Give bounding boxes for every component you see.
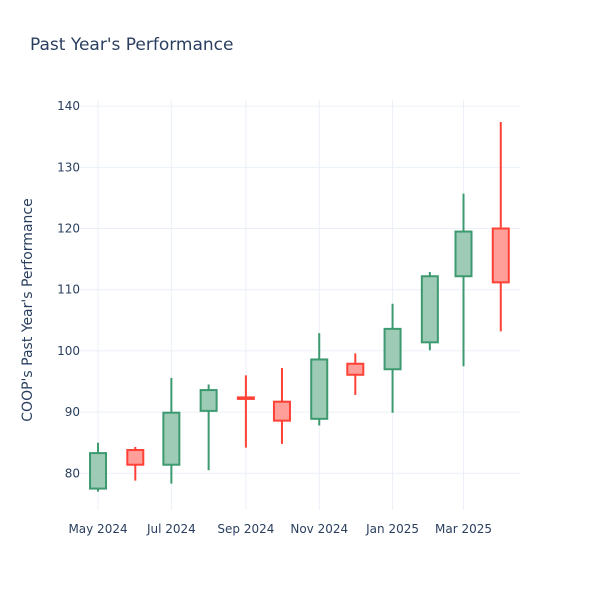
y-tick-label: 110	[57, 283, 80, 297]
candles-layer	[89, 122, 510, 492]
candle-increasing	[89, 442, 108, 492]
candle-decreasing	[126, 446, 145, 481]
x-tick-label: Jul 2024	[146, 522, 196, 536]
candle-body	[272, 400, 291, 422]
candle-decreasing	[236, 375, 255, 448]
y-tick-label: 130	[57, 160, 80, 174]
x-tick-label: Nov 2024	[290, 522, 348, 536]
y-tick-label: 120	[57, 222, 80, 236]
candle-body	[199, 389, 218, 412]
candle-increasing	[383, 303, 402, 413]
y-axis-ticks: 80 90 100 110 120 130 140	[57, 99, 80, 480]
candle-decreasing	[346, 353, 365, 395]
candle-body	[346, 362, 365, 376]
x-tick-label: Sep 2024	[217, 522, 274, 536]
candle-body	[126, 449, 145, 466]
candle-body	[236, 396, 255, 400]
candle-body	[491, 227, 510, 284]
y-tick-label: 90	[65, 405, 80, 419]
x-tick-label: May 2024	[68, 522, 127, 536]
candle-increasing	[420, 271, 439, 351]
x-tick-label: Mar 2025	[435, 522, 492, 536]
chart-title: Past Year's Performance	[30, 35, 234, 55]
candle-decreasing	[272, 368, 291, 444]
candle-increasing	[162, 377, 181, 484]
candle-body	[383, 327, 402, 371]
candle-increasing	[454, 193, 473, 367]
x-axis-ticks: May 2024 Jul 2024 Sep 2024 Nov 2024 Jan 2025…	[68, 522, 492, 536]
y-tick-label: 140	[57, 99, 80, 113]
candle-body	[310, 358, 329, 420]
y-tick-label: 100	[57, 344, 80, 358]
candle-body	[89, 452, 108, 490]
candle-decreasing	[491, 122, 510, 332]
x-tick-label: Jan 2025	[365, 522, 419, 536]
candle-increasing	[199, 384, 218, 471]
candle-body	[420, 275, 439, 344]
y-tick-label: 80	[65, 466, 80, 480]
candle-body	[454, 230, 473, 278]
y-axis-title: COOP's Past Year's Performance	[20, 198, 36, 421]
candle-increasing	[310, 333, 329, 426]
candle-body	[162, 411, 181, 466]
